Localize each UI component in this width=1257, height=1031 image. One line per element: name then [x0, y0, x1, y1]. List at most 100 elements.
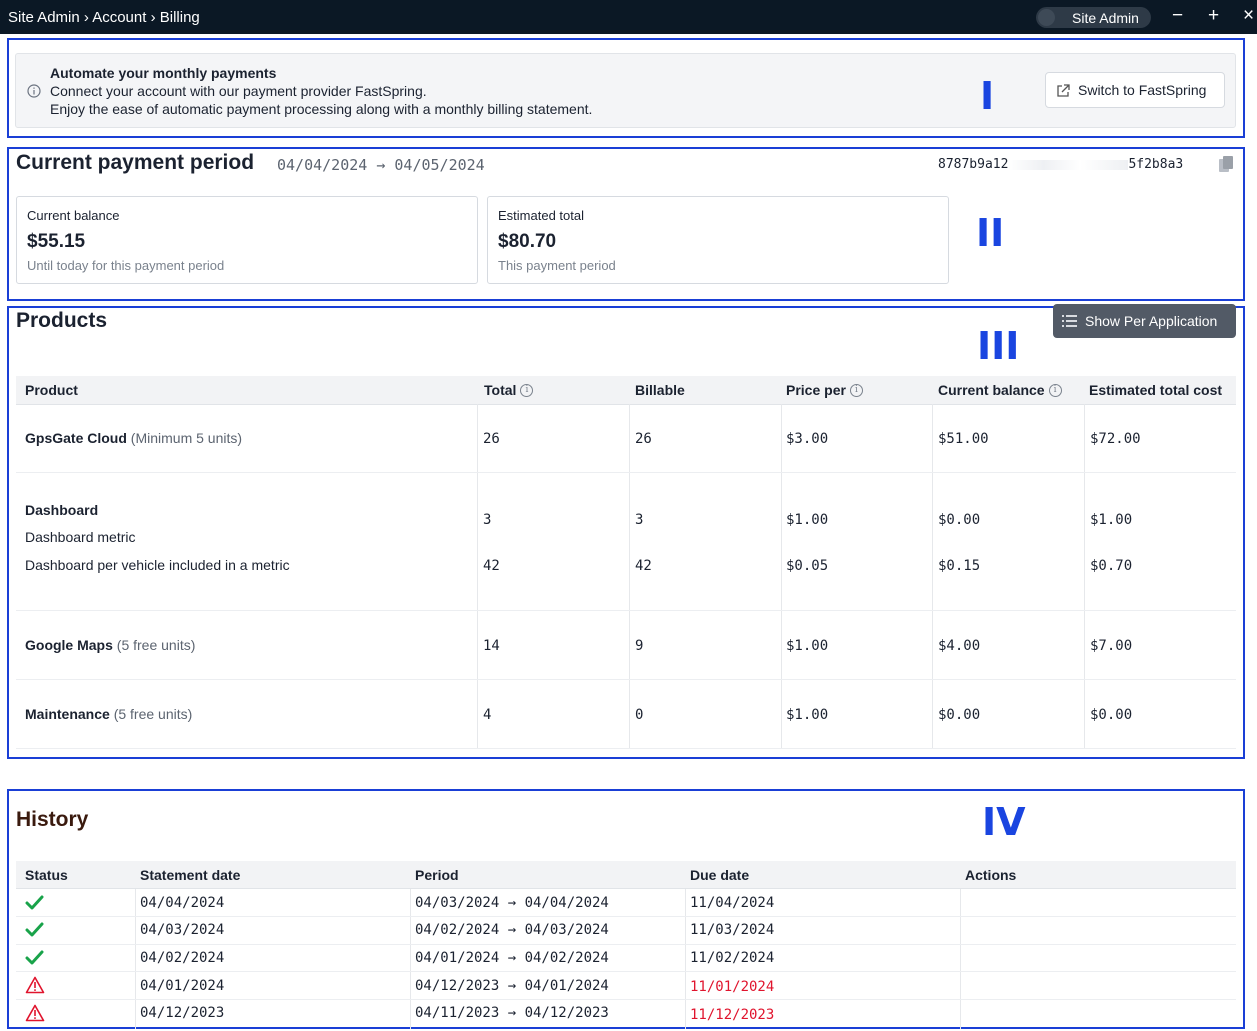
- column-header: Actions: [965, 867, 1017, 883]
- column-header: Total: [484, 382, 517, 398]
- column-header: Current balance: [938, 382, 1045, 398]
- card-value: $55.15: [27, 231, 86, 252]
- subproduct-name: Dashboard metric: [25, 529, 136, 545]
- current-balance-value: $51.00: [938, 431, 989, 447]
- subproduct-name: Dashboard per vehicle included in a metr…: [25, 557, 290, 573]
- annotation-iv: IV: [982, 800, 1026, 844]
- row-divider: [16, 971, 1236, 972]
- product-google-maps: Google Maps (5 free units): [25, 637, 195, 653]
- due-date-overdue: 11/12/2023: [690, 1007, 775, 1023]
- switch-to-fastspring-label: Switch to FastSpring: [1078, 82, 1207, 98]
- column-header-current: Current balance i: [938, 382, 1062, 398]
- period-range: 04/01/2024 → 04/02/2024: [415, 950, 609, 966]
- info-icon[interactable]: i: [849, 384, 863, 397]
- billable-value: 0: [635, 707, 644, 723]
- account-id-end: 5f2b8a3: [1128, 157, 1184, 172]
- period-range: 04/12/2023 → 04/01/2024: [415, 978, 609, 994]
- price-value: $1.00: [786, 512, 829, 528]
- minimize-button[interactable]: −: [1172, 5, 1184, 26]
- history-table-header: Status Statement date Period Due date Ac…: [16, 861, 1236, 889]
- account-id-redaction: [1008, 159, 1129, 170]
- banner-text-1: Connect your account with our payment pr…: [50, 83, 427, 99]
- total-value: 42: [483, 558, 500, 574]
- statement-date: 04/01/2024: [140, 978, 225, 994]
- estimated-cost-value: $1.00: [1090, 512, 1133, 528]
- products-table-header: Product Total i Billable Price per i Curre…: [16, 376, 1236, 405]
- column-divider: [685, 889, 686, 1029]
- current-balance-value: $0.00: [938, 512, 981, 528]
- external-link-icon: [1057, 84, 1070, 97]
- price-value: $1.00: [786, 707, 829, 723]
- breadcrumb: Site Admin › Account › Billing: [8, 9, 200, 26]
- product-note: (Minimum 5 units): [130, 430, 243, 446]
- card-label: Current balance: [27, 208, 120, 223]
- column-header-total: Total i: [484, 382, 534, 398]
- product-dashboard: Dashboard: [25, 502, 99, 518]
- statement-date: 04/04/2024: [140, 895, 225, 911]
- info-icon[interactable]: i: [520, 384, 534, 397]
- column-divider: [932, 404, 933, 748]
- current-balance-card: Current balance $55.15 Until today for t…: [16, 196, 478, 284]
- info-icon[interactable]: i: [1048, 384, 1062, 397]
- billable-value: 9: [635, 638, 644, 654]
- column-divider: [960, 889, 961, 1029]
- fastspring-banner: Automate your monthly payments Connect y…: [15, 53, 1236, 128]
- account-id-start: 8787b9a12: [938, 157, 1009, 172]
- product-name: GpsGate Cloud: [25, 430, 127, 446]
- section-i-outline: [7, 38, 1245, 138]
- warning-icon: [25, 976, 45, 994]
- banner-text-2: Enjoy the ease of automatic payment proc…: [50, 101, 593, 117]
- copy-icon[interactable]: [1218, 155, 1235, 173]
- card-subtext: This payment period: [498, 258, 616, 273]
- info-icon: [27, 84, 41, 98]
- row-divider: [16, 916, 1236, 917]
- show-per-application-label: Show Per Application: [1085, 313, 1218, 329]
- statement-date: 04/12/2023: [140, 1005, 225, 1021]
- column-divider: [781, 404, 782, 748]
- total-value: 26: [483, 431, 500, 447]
- current-balance-value: $0.15: [938, 558, 981, 574]
- warning-icon: [25, 1004, 45, 1022]
- row-divider: [16, 748, 1236, 749]
- estimated-cost-value: $72.00: [1090, 431, 1141, 447]
- column-divider: [629, 404, 630, 748]
- due-date-overdue: 11/01/2024: [690, 979, 775, 995]
- new-window-button[interactable]: +: [1208, 5, 1220, 26]
- column-header: Product: [25, 382, 78, 398]
- product-name: Google Maps: [25, 637, 113, 653]
- products-title: Products: [16, 309, 108, 332]
- close-button[interactable]: ×: [1243, 5, 1255, 26]
- total-value: 3: [483, 512, 492, 528]
- column-header: Billable: [635, 382, 685, 398]
- show-per-application-button[interactable]: Show Per Application: [1053, 304, 1236, 338]
- period-range: 04/11/2023 → 04/12/2023: [415, 1005, 609, 1021]
- product-note: (5 free units): [113, 706, 193, 722]
- period-range: 04/02/2024 → 04/03/2024: [415, 922, 609, 938]
- period-range: 04/03/2024 → 04/04/2024: [415, 895, 609, 911]
- due-date: 11/04/2024: [690, 895, 775, 911]
- price-value: $1.00: [786, 638, 829, 654]
- billable-value: 3: [635, 512, 644, 528]
- row-divider: [16, 999, 1236, 1000]
- total-value: 4: [483, 707, 492, 723]
- column-header: Due date: [690, 867, 750, 883]
- column-header-price: Price per i: [786, 382, 863, 398]
- estimated-cost-value: $7.00: [1090, 638, 1133, 654]
- user-menu-button[interactable]: Site Admin: [1036, 7, 1151, 28]
- switch-to-fastspring-button[interactable]: Switch to FastSpring: [1045, 72, 1225, 108]
- card-value: $80.70: [498, 231, 557, 252]
- estimated-cost-value: $0.00: [1090, 707, 1133, 723]
- row-divider: [16, 679, 1236, 680]
- account-id: 8787b9a12 5f2b8a3: [938, 157, 1183, 172]
- history-title: History: [16, 808, 89, 831]
- current-balance-value: $0.00: [938, 707, 981, 723]
- estimated-total-card: Estimated total $80.70 This payment peri…: [487, 196, 949, 284]
- column-header: Status: [25, 867, 68, 883]
- column-divider: [410, 889, 411, 1029]
- column-header: Statement date: [140, 867, 241, 883]
- check-icon: [25, 950, 44, 965]
- annotation-i: I: [980, 74, 995, 118]
- statement-date: 04/03/2024: [140, 922, 225, 938]
- product-name: Maintenance: [25, 706, 110, 722]
- user-label: Site Admin: [1072, 10, 1139, 26]
